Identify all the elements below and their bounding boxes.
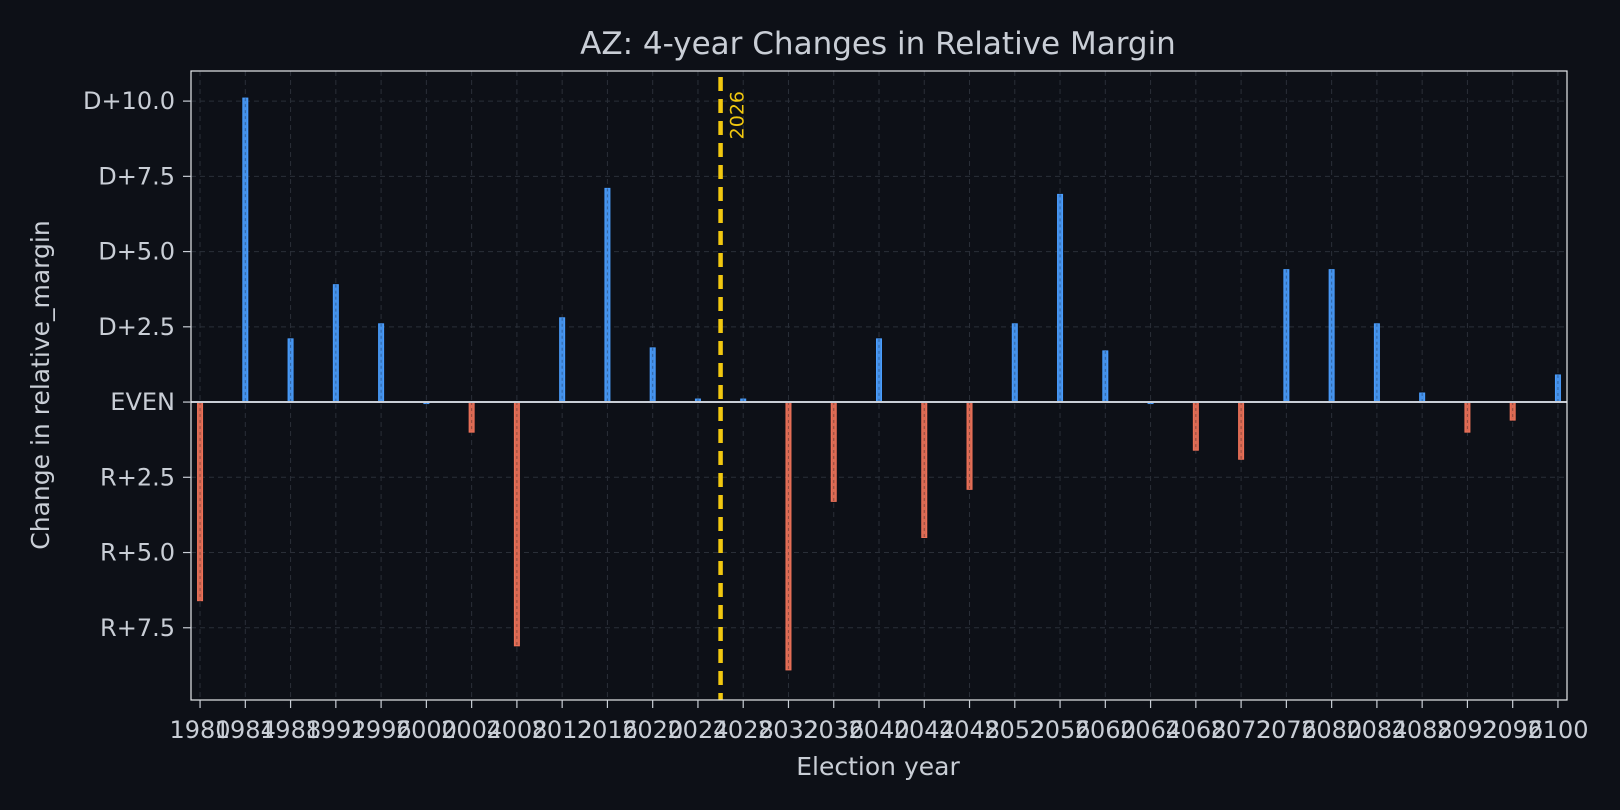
y-tick-label: D+7.5 [98,162,175,190]
x-tick-label: 1980 [170,716,231,744]
bar [332,284,339,403]
x-tick-label: 2080 [1301,716,1362,744]
y-axis-title: Change in relative_margin [26,220,55,549]
y-tick-label: R+7.5 [100,614,175,642]
y-tick-label: R+2.5 [100,463,175,491]
chart-title: AZ: 4-year Changes in Relative Margin [580,26,1176,62]
x-tick-label: 2052 [984,716,1045,744]
plot-area: 2026 D+10.0 D+7.5 D+5.0 D+2.5 EVEN R+2.5 R+5.0 R… [83,70,1588,744]
x-tick-label: 2068 [1165,716,1226,744]
y-tick-label: D+5.0 [98,238,175,266]
x-tick-label: 2092 [1437,716,1498,744]
x-tick-label: 2044 [894,716,955,744]
x-tick-label: 2072 [1211,716,1272,744]
x-tick-label: 2004 [441,716,502,744]
x-axis-title: Election year [796,752,960,781]
y-tick-label: R+5.0 [100,539,175,567]
x-tick-label: 1996 [351,716,412,744]
x-tick-label: 1988 [260,716,321,744]
y-tick-label: D+2.5 [98,313,175,341]
x-tick-label: 1984 [215,716,276,744]
x-tick-label: 2024 [667,716,728,744]
x-tick-label: 2088 [1392,716,1453,744]
y-tick-label: EVEN [110,388,175,416]
x-tick-label: 2040 [848,716,909,744]
x-tick-label: 2064 [1120,716,1181,744]
x-tick-label: 1992 [305,716,366,744]
x-tick-label: 2000 [396,716,457,744]
x-tick-label: 2012 [532,716,593,744]
x-tick-label: 2076 [1256,716,1317,744]
x-tick-label: 2096 [1482,716,1543,744]
x-tick-label: 2060 [1075,716,1136,744]
x-tick-label: 2056 [1030,716,1091,744]
x-tick-label: 2008 [486,716,547,744]
x-tick-label: 2036 [803,716,864,744]
x-tick-label: 2084 [1346,716,1407,744]
x-tick-label: 2016 [577,716,638,744]
x-tick-label: 2100 [1527,716,1588,744]
x-tick-label: 2028 [713,716,774,744]
x-tick-label: 2048 [939,716,1000,744]
x-tick-label: 2020 [622,716,683,744]
x-tick-label: 2032 [758,716,819,744]
marker-label: 2026 [727,91,749,139]
y-tick-label: D+10.0 [83,87,175,115]
